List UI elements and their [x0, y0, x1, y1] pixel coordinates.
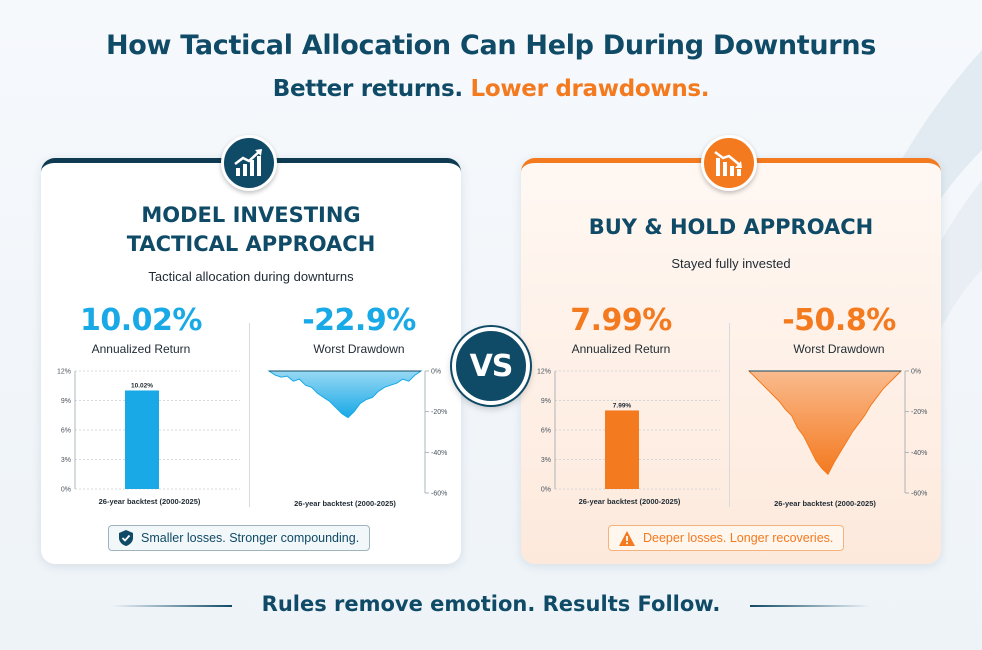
buy-hold-card: BUY & HOLD APPROACH Stayed fully investe… [521, 135, 941, 564]
callout-text: Smaller losses. Stronger compounding. [141, 531, 360, 545]
y-tick-label: 6% [541, 428, 551, 435]
y-tick-label: -60% [431, 491, 447, 498]
card-subtitle: Stayed fully invested [671, 256, 791, 271]
worst-drawdown-label: Worst Drawdown [313, 342, 405, 356]
card-title: BUY & HOLD APPROACH [588, 215, 874, 239]
card-title: MODEL INVESTING TACTICAL APPROACH [41, 201, 461, 259]
card-title-line-1: MODEL INVESTING [141, 203, 361, 227]
drawdown-area-chart: 0% -20% -40% -60% 26-year backtest (2000-202… [747, 369, 927, 508]
annualized-return-metric: 10.02% Annualized Return [41, 303, 241, 356]
y-tick-label: 0% [431, 369, 441, 376]
annualized-return-metric: 7.99% Annualized Return [521, 303, 721, 356]
tactical-approach-card: MODEL INVESTING TACTICAL APPROACH Tactic… [41, 135, 461, 564]
drawdown-area-chart: 0% -20% -40% -60% 26-year backtest (2000-202… [267, 369, 447, 508]
versus-badge: VS [452, 327, 530, 405]
subtitle-part-2: Lower drawdowns. [470, 76, 710, 102]
y-tick-label: 12% [57, 369, 71, 376]
y-tick-label: 0% [541, 487, 551, 494]
worst-drawdown-metric: -50.8% Worst Drawdown [739, 303, 939, 356]
card-subtitle: Tactical allocation during downturns [148, 269, 354, 284]
y-tick-label: -40% [911, 450, 927, 457]
x-axis-label: 26-year backtest (2000-2025) [579, 497, 681, 506]
growth-chart-icon [221, 135, 277, 191]
page-title: How Tactical Allocation Can Help During … [105, 30, 877, 61]
y-tick-label: -60% [911, 491, 927, 498]
return-bar-chart: 0% 3% 6% 9% 12% 7.99% 26-year backtest (2000-2… [537, 369, 720, 506]
annualized-return-label: Annualized Return [91, 342, 191, 356]
bar [125, 390, 159, 489]
bar-data-label: 7.99% [613, 402, 632, 409]
card-title-line-2: TACTICAL APPROACH [126, 232, 376, 256]
y-tick-label: -20% [431, 409, 447, 416]
footer-rule-right [750, 605, 870, 607]
worst-drawdown-metric: -22.9% Worst Drawdown [259, 303, 459, 356]
metric-divider [249, 323, 250, 507]
footer-tagline: Rules remove emotion. Results Follow. [261, 592, 721, 616]
x-axis-label: 26-year backtest (2000-2025) [99, 497, 201, 506]
y-tick-label: 12% [537, 369, 551, 376]
x-axis-label: 26-year backtest (2000-2025) [774, 499, 876, 508]
y-tick-label: 3% [61, 457, 71, 464]
y-tick-label: -40% [431, 450, 447, 457]
shield-check-icon [119, 530, 133, 546]
footer-rule-left [112, 605, 232, 607]
warning-icon [619, 530, 635, 546]
y-tick-label: 9% [541, 398, 551, 405]
declining-chart-icon [701, 135, 757, 191]
return-bar-chart: 0% 3% 6% 9% 12% 10.02% 26-year backtest (2000-… [57, 369, 240, 506]
callout-text: Deeper losses. Longer recoveries. [643, 531, 834, 545]
subtitle-part-1: Better returns. [272, 76, 463, 102]
annualized-return-label: Annualized Return [571, 342, 671, 356]
callout-badge: Deeper losses. Longer recoveries. [608, 525, 845, 551]
annualized-return-value: 10.02% [80, 303, 202, 338]
annualized-return-value: 7.99% [570, 303, 672, 338]
y-tick-label: 0% [911, 369, 921, 376]
y-tick-label: 9% [61, 398, 71, 405]
bar [605, 410, 639, 489]
worst-drawdown-value: -50.8% [782, 303, 896, 338]
bar-data-label: 10.02% [131, 382, 153, 389]
x-axis-label: 26-year backtest (2000-2025) [294, 499, 396, 508]
y-tick-label: 3% [541, 457, 551, 464]
drawdown-area [267, 370, 423, 419]
worst-drawdown-label: Worst Drawdown [793, 342, 885, 356]
callout-badge: Smaller losses. Stronger compounding. [108, 525, 371, 551]
y-tick-label: -20% [911, 409, 927, 416]
footer: Rules remove emotion. Results Follow. [0, 592, 982, 616]
page-subtitle: Better returns. Lower drawdowns. [0, 76, 982, 102]
y-tick-label: 0% [61, 487, 71, 494]
worst-drawdown-value: -22.9% [302, 303, 416, 338]
metric-divider [729, 323, 730, 507]
drawdown-area [747, 370, 903, 476]
y-tick-label: 6% [61, 428, 71, 435]
